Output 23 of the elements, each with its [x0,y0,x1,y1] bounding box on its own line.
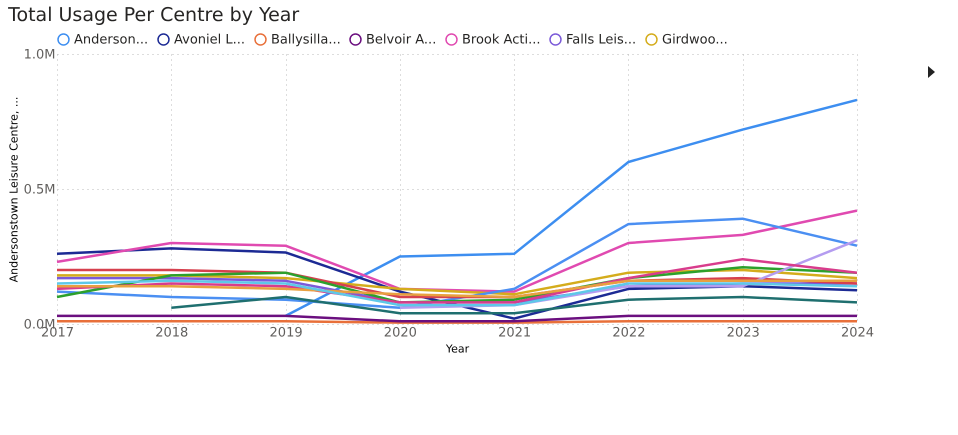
line-series [170,296,858,314]
x-tick-label: 2020 [384,326,417,340]
legend-label: Avoniel L... [174,32,246,48]
legend-label: Belvoir A... [366,32,436,48]
x-axis-title: Year [444,342,470,356]
y-tick-label: 1.0M [24,48,56,62]
legend-label: Girdwoo... [662,32,728,48]
legend-label: Brook Acti... [462,32,540,48]
x-tick-label: 2018 [155,326,188,340]
legend-label: Falls Leis... [566,32,636,48]
y-axis-title: Andersonstown Leisure Centre, ... [8,96,21,282]
x-tick-label: 2022 [612,326,646,340]
line-series [284,98,858,318]
x-tick-label: 2023 [726,326,760,340]
x-tick-label: 2024 [840,326,874,340]
chart-title: Total Usage Per Centre by Year [7,4,300,26]
y-tick-label: 0.5M [24,182,56,198]
x-tick-label: 2019 [270,326,303,340]
line-series [56,209,858,293]
legend-label: Ballysilla... [271,32,341,48]
legend-label: Anderson... [74,32,148,48]
line-series [56,280,858,298]
x-tick-label: 2021 [498,326,532,340]
